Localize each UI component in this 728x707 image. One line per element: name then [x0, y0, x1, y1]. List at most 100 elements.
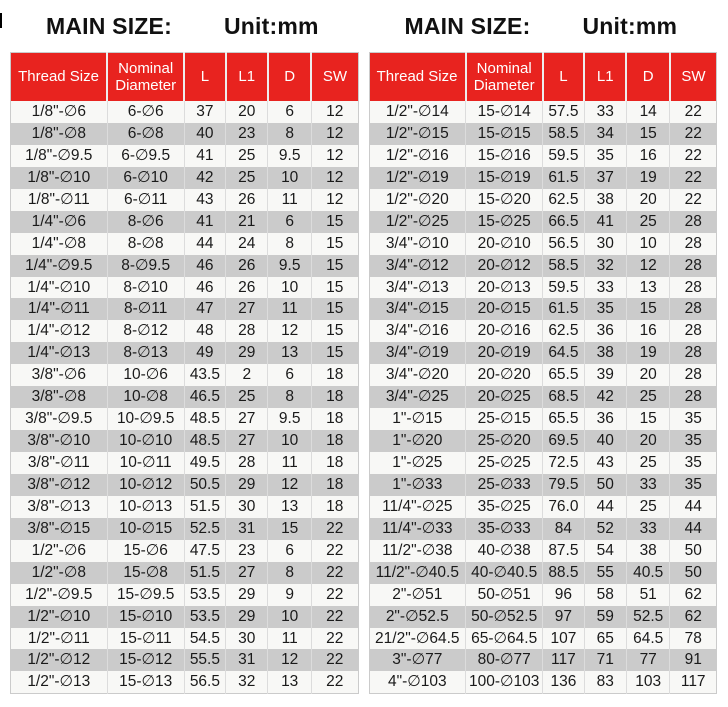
cell: 22 — [669, 166, 717, 189]
table-row: 3/4"-∅19 20-∅19 64.5 38 19 28 — [369, 342, 717, 365]
table-row: 3/4"-∅13 20-∅13 59.5 33 13 28 — [369, 276, 717, 299]
cell: 61.5 — [542, 298, 585, 321]
cell: 12 — [310, 166, 358, 189]
cell: 10-∅10 — [106, 430, 185, 452]
col-header-l1: L1 — [224, 52, 268, 101]
cell: 27 — [225, 408, 268, 431]
table-row: 1"-∅15 25-∅15 65.5 36 15 35 — [369, 408, 717, 431]
cell: 65 — [583, 627, 627, 650]
table-row: 1/4"-∅13 8-∅13 49 29 13 15 — [10, 342, 358, 365]
cell: 9.5 — [267, 408, 312, 431]
cell: 50.5 — [183, 473, 226, 496]
cell: 13 — [267, 495, 312, 518]
cell: 79.5 — [542, 473, 585, 496]
table-row: 1/2"-∅20 15-∅20 62.5 38 20 22 — [369, 188, 717, 211]
cell: 3/8"-∅15 — [10, 517, 108, 540]
table-row: 1/2"-∅11 15-∅11 54.5 30 11 22 — [10, 627, 358, 650]
table-row: 1/4"-∅6 8-∅6 41 21 6 15 — [10, 210, 358, 233]
cell: 1/2"-∅8 — [10, 561, 108, 584]
cell: 25 — [625, 495, 670, 518]
cell: 11 — [267, 298, 312, 321]
cell: 72.5 — [542, 452, 585, 474]
cell: 22 — [310, 539, 358, 562]
main-size-title: MAIN SIZE: — [404, 12, 531, 39]
cell: 1/2"-∅10 — [10, 605, 108, 628]
col-header-nominal-diameter: Nominal Diameter — [464, 52, 543, 101]
cell: 1/4"-∅8 — [10, 232, 108, 255]
cell: 22 — [310, 605, 358, 628]
cell: 4"-∅103 — [369, 671, 466, 694]
cell: 62 — [669, 605, 717, 628]
cell: 56.5 — [542, 232, 585, 255]
table-header: Thread Size Nominal Diameter L L1 D SW — [10, 52, 358, 101]
cell: 15 — [310, 232, 358, 255]
cell: 3/8"-∅8 — [10, 386, 108, 409]
cell: 1/8"-∅10 — [10, 166, 108, 189]
cell: 3/4"-∅15 — [369, 298, 466, 321]
cell: 10 — [267, 605, 312, 628]
cell: 31 — [225, 517, 268, 540]
size-panel-left: MAIN SIZE: Unit:mm Thread Size Nominal Di… — [10, 0, 359, 695]
cell: 39 — [583, 364, 627, 387]
cell: 10 — [267, 166, 312, 189]
cell: 20-∅19 — [465, 342, 543, 365]
cell: 64.5 — [542, 342, 585, 365]
col-header-d: D — [625, 52, 670, 101]
table-row: 3/8"-∅13 10-∅13 51.5 30 13 18 — [10, 495, 358, 518]
cell: 13 — [267, 342, 312, 365]
cell: 6 — [267, 364, 312, 387]
cell: 8-∅6 — [106, 210, 185, 233]
table-row: 1/8"-∅10 6-∅10 42 25 10 12 — [10, 166, 358, 189]
cell: 25 — [625, 452, 670, 474]
cell: 44 — [583, 495, 627, 518]
cell: 22 — [669, 101, 717, 123]
cell: 43.5 — [183, 364, 226, 387]
cell: 30 — [225, 495, 268, 518]
cell: 18 — [310, 495, 358, 518]
cell: 25 — [625, 210, 670, 233]
cell: 12 — [267, 473, 312, 496]
cell: 25 — [225, 144, 268, 167]
cell: 22 — [669, 188, 717, 211]
cell: 15 — [310, 320, 358, 343]
cell: 44 — [669, 517, 717, 540]
cell: 15-∅19 — [465, 166, 543, 189]
cell: 46.5 — [183, 386, 226, 409]
cell: 87.5 — [542, 539, 585, 562]
cell: 28 — [669, 210, 717, 233]
table-row: 1/4"-∅12 8-∅12 48 28 12 15 — [10, 320, 358, 343]
cell: 35 — [669, 430, 717, 452]
table-row: 3/8"-∅12 10-∅12 50.5 29 12 18 — [10, 473, 358, 496]
cell: 25-∅33 — [465, 473, 543, 496]
cell: 15 — [310, 276, 358, 299]
table-row: 3/8"-∅9.5 10-∅9.5 48.5 27 9.5 18 — [10, 408, 358, 431]
cell: 44 — [183, 232, 226, 255]
cell: 1"-∅15 — [369, 408, 466, 431]
panel-titlebar: MAIN SIZE: Unit:mm — [10, 0, 359, 52]
table-row: 1/4"-∅10 8-∅10 46 26 10 15 — [10, 276, 358, 299]
cell: 71 — [583, 649, 627, 672]
table-row: 21/2"-∅64.5 65-∅64.5 107 65 64.5 78 — [369, 627, 717, 650]
cell: 64.5 — [625, 627, 670, 650]
cell: 43 — [183, 188, 226, 211]
cell: 21 — [225, 210, 268, 233]
cell: 53.5 — [183, 605, 226, 628]
cell: 2"-∅52.5 — [369, 605, 466, 628]
cell: 22 — [310, 561, 358, 584]
table-row: 1"-∅25 25-∅25 72.5 43 25 35 — [369, 452, 717, 474]
cell: 11/2"-∅40.5 — [369, 561, 466, 584]
cell: 107 — [542, 627, 585, 650]
cell: 28 — [669, 386, 717, 409]
cell: 18 — [310, 473, 358, 496]
cell: 41 — [183, 210, 226, 233]
table-row: 3/8"-∅11 10-∅11 49.5 28 11 18 — [10, 452, 358, 474]
cell: 96 — [542, 583, 585, 606]
cell: 6-∅11 — [106, 188, 185, 211]
cell: 6-∅8 — [106, 122, 185, 145]
cell: 41 — [583, 210, 627, 233]
cell: 22 — [310, 517, 358, 540]
table-row: 1/2"-∅25 15-∅25 66.5 41 25 28 — [369, 210, 717, 233]
cell: 6-∅6 — [106, 101, 185, 123]
cell: 3/4"-∅10 — [369, 232, 466, 255]
